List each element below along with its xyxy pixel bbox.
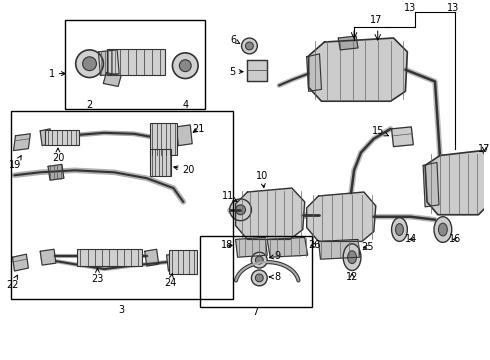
Text: 2: 2 — [86, 100, 93, 110]
Polygon shape — [176, 125, 192, 146]
Text: 26: 26 — [308, 240, 321, 250]
Text: 24: 24 — [164, 274, 177, 288]
Polygon shape — [40, 129, 52, 146]
Polygon shape — [247, 60, 267, 81]
Polygon shape — [309, 38, 407, 101]
Text: 21: 21 — [192, 124, 204, 134]
Text: 1: 1 — [49, 69, 65, 78]
Bar — [150, 123, 177, 154]
Text: 6: 6 — [231, 35, 240, 45]
Circle shape — [76, 50, 103, 77]
Bar — [150, 149, 172, 176]
Polygon shape — [167, 253, 178, 271]
Text: 3: 3 — [118, 306, 124, 315]
Text: 4: 4 — [182, 100, 188, 110]
Ellipse shape — [434, 217, 452, 242]
Circle shape — [245, 42, 253, 50]
Ellipse shape — [439, 223, 447, 236]
Text: 16: 16 — [449, 234, 461, 244]
Polygon shape — [307, 54, 321, 91]
Circle shape — [251, 270, 267, 286]
Polygon shape — [338, 36, 358, 50]
Circle shape — [83, 57, 97, 71]
Polygon shape — [13, 254, 28, 271]
Polygon shape — [103, 73, 121, 86]
Circle shape — [179, 60, 191, 72]
Bar — [11, 111, 233, 299]
Circle shape — [242, 38, 257, 54]
Polygon shape — [236, 238, 267, 257]
Circle shape — [255, 256, 263, 264]
Text: 13: 13 — [446, 4, 459, 13]
Ellipse shape — [343, 244, 361, 270]
Text: 17: 17 — [369, 15, 382, 25]
Ellipse shape — [395, 224, 403, 235]
Text: 10: 10 — [256, 171, 269, 188]
Polygon shape — [307, 192, 376, 242]
Text: 7: 7 — [252, 307, 259, 318]
Bar — [77, 249, 142, 266]
Polygon shape — [236, 188, 305, 239]
Circle shape — [236, 205, 245, 215]
Text: 13: 13 — [404, 4, 416, 13]
Circle shape — [251, 252, 267, 268]
Polygon shape — [98, 50, 119, 76]
Text: 20: 20 — [52, 148, 64, 163]
Circle shape — [230, 199, 251, 221]
Bar — [170, 250, 197, 274]
Polygon shape — [40, 249, 56, 265]
Polygon shape — [318, 239, 360, 259]
Circle shape — [255, 274, 263, 282]
Text: 18: 18 — [220, 240, 233, 250]
Polygon shape — [267, 238, 308, 257]
Text: 15: 15 — [371, 126, 389, 136]
Polygon shape — [425, 150, 490, 215]
Polygon shape — [423, 162, 439, 207]
Text: 11: 11 — [221, 191, 237, 202]
Circle shape — [172, 53, 198, 78]
Text: 20: 20 — [174, 165, 195, 175]
Bar — [45, 130, 79, 145]
Text: 9: 9 — [270, 251, 280, 261]
Ellipse shape — [392, 218, 407, 242]
Text: 12: 12 — [346, 272, 358, 282]
Text: 8: 8 — [270, 272, 280, 282]
Polygon shape — [392, 127, 413, 147]
Text: 5: 5 — [229, 67, 243, 77]
Polygon shape — [145, 249, 159, 266]
Polygon shape — [14, 134, 30, 150]
Text: 14: 14 — [405, 234, 417, 244]
Text: 25: 25 — [362, 242, 374, 252]
Text: 19: 19 — [9, 156, 22, 170]
Text: 22: 22 — [6, 275, 19, 290]
Text: 17: 17 — [478, 144, 490, 154]
Bar — [107, 49, 165, 75]
Polygon shape — [48, 165, 64, 180]
Bar — [200, 237, 312, 306]
Bar — [65, 20, 205, 109]
Text: 23: 23 — [91, 269, 103, 284]
Ellipse shape — [347, 251, 357, 264]
